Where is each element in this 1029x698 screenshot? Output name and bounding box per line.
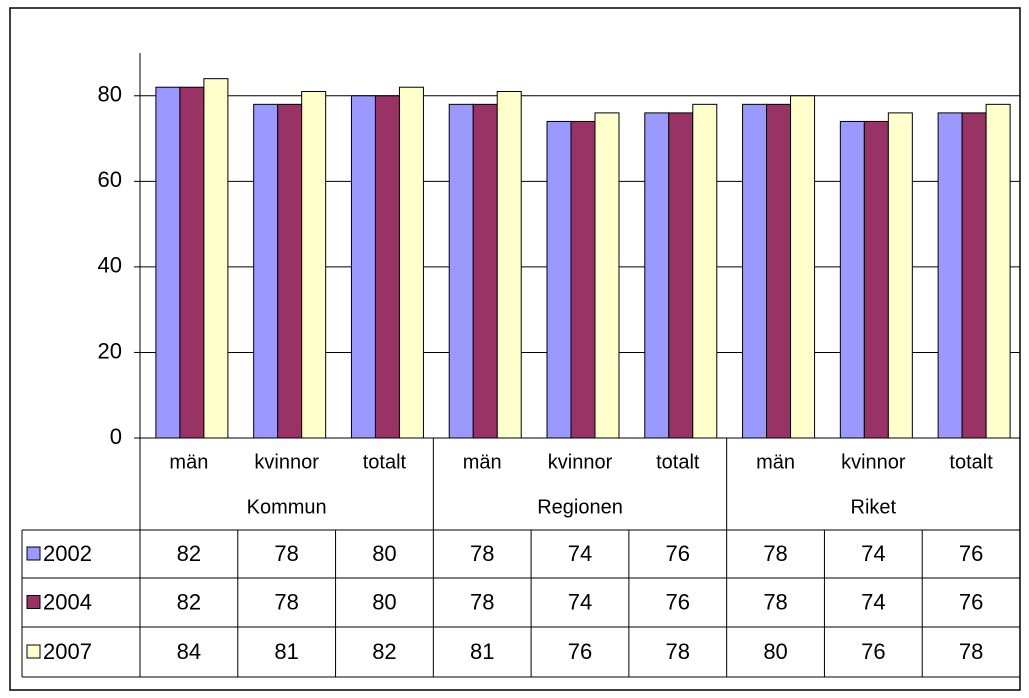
table-value: 74 [568,541,592,566]
bar [155,86,181,439]
table-value: 78 [763,589,787,614]
bar [179,86,205,439]
bar [644,112,670,439]
table-value: 76 [959,541,983,566]
bar [887,112,913,439]
table-value: 80 [372,589,396,614]
bar [937,112,963,439]
x-tick-label: kvinnor [254,451,319,473]
legend-label: 2004 [43,589,92,614]
x-tick-label: män [756,451,795,473]
table-value: 80 [372,541,396,566]
table-value: 76 [861,639,885,664]
legend-key [26,546,41,561]
bar [203,78,229,439]
bar [961,112,987,439]
table-value: 82 [177,589,201,614]
x-tick-label: män [169,451,208,473]
bar [668,112,694,439]
legend-key [26,595,41,609]
bar [594,112,620,439]
x-tick-label: totalt [949,451,993,473]
y-tick-label: 40 [98,253,122,278]
table-value: 80 [763,639,787,664]
table-value: 78 [763,541,787,566]
table-value: 81 [470,639,494,664]
bar [546,120,572,439]
bar [766,103,792,439]
legend-key [26,644,41,659]
bar [496,91,522,439]
table-value: 74 [861,541,885,566]
table-value: 76 [666,541,690,566]
bar [277,103,303,439]
group-label: Regionen [537,496,623,518]
table-value: 78 [274,589,298,614]
bar [839,120,865,439]
group-label: Kommun [247,496,327,518]
table-value: 78 [274,541,298,566]
legend-label: 2007 [43,639,92,664]
legend-label: 2002 [43,541,92,566]
x-tick-label: totalt [656,451,700,473]
bar [692,103,718,439]
bar [448,103,474,439]
bar [570,120,596,439]
x-tick-label: totalt [363,451,407,473]
bar [863,120,889,439]
bar [742,103,768,439]
y-tick-label: 80 [98,82,122,107]
table-value: 78 [959,639,983,664]
table-value: 82 [372,639,396,664]
y-tick-label: 0 [110,424,122,449]
y-tick-label: 20 [98,338,122,363]
table-value: 78 [666,639,690,664]
x-tick-label: män [463,451,502,473]
table-value: 76 [568,639,592,664]
table-value: 78 [470,541,494,566]
bar [985,103,1011,439]
table-value: 78 [470,589,494,614]
bar [301,91,327,439]
bar [374,95,400,439]
table-value: 76 [959,589,983,614]
table-value: 82 [177,541,201,566]
bar [253,103,279,439]
y-tick-label: 60 [98,167,122,192]
table-value: 81 [274,639,298,664]
bar [350,95,376,439]
bar [472,103,498,439]
table-value: 84 [177,639,201,664]
bar [790,95,816,439]
bar [398,86,424,439]
table-value: 74 [568,589,592,614]
table-value: 76 [666,589,690,614]
table-value: 74 [861,589,885,614]
x-tick-label: kvinnor [548,451,613,473]
x-tick-label: kvinnor [841,451,906,473]
group-label: Riket [851,496,897,518]
